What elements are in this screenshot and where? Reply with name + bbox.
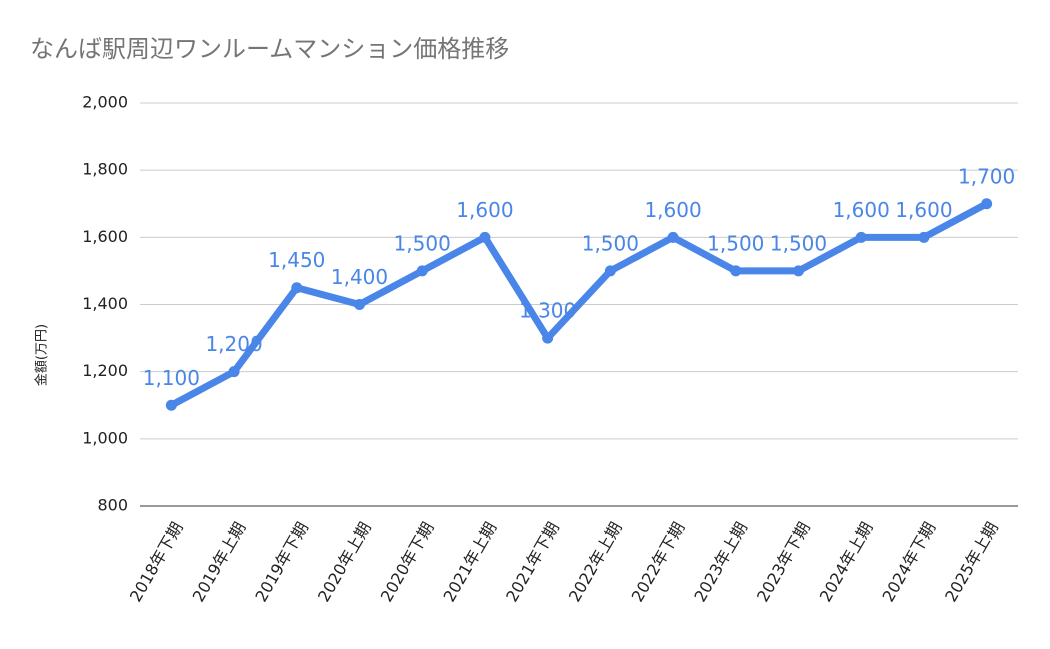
y-tick-label: 1,000: [82, 428, 128, 447]
point: [981, 198, 993, 210]
point: [479, 231, 491, 243]
x-tick-label: 2023年下期: [753, 519, 814, 605]
chart-title: なんば駅周辺ワンルームマンション価格推移: [30, 35, 509, 63]
data-label: 1,500: [582, 231, 639, 255]
point: [667, 231, 679, 243]
data-label: 1,500: [770, 231, 827, 255]
data-label: 1,300: [519, 299, 576, 323]
y-tick-label: 1,200: [82, 361, 128, 380]
x-tick-label: 2020年上期: [314, 519, 375, 605]
data-label: 1,600: [833, 198, 890, 222]
point: [354, 299, 365, 310]
x-tick-label: 2020年下期: [377, 519, 438, 605]
point: [165, 399, 177, 411]
y-tick-label: 1,800: [82, 160, 128, 179]
data-label: 1,600: [895, 198, 952, 222]
data-label: 1,450: [268, 248, 325, 272]
point: [918, 231, 930, 243]
data-label: 1,200: [205, 332, 262, 356]
y-tick-label: 1,400: [82, 294, 128, 313]
y-tick-label: 2,000: [82, 93, 128, 112]
x-tick-label: 2022年下期: [628, 519, 689, 605]
x-tick-label: 2023年上期: [690, 519, 751, 605]
x-tick-label: 2021年下期: [502, 519, 563, 605]
point: [604, 265, 616, 277]
point: [542, 332, 554, 344]
data-label: 1,700: [958, 164, 1015, 188]
line: [169, 200, 989, 409]
data-label: 1,600: [456, 198, 513, 222]
data-label: 1,600: [644, 198, 701, 222]
x-tick-label: 2021年上期: [439, 519, 500, 605]
x-tick-label: 2025年上期: [941, 519, 1002, 605]
point: [793, 265, 804, 277]
data-label: 1,100: [143, 366, 200, 390]
x-tick-label: 2024年上期: [816, 519, 877, 605]
y-tick-label: 1,600: [82, 227, 128, 246]
data-label: 1,400: [331, 265, 388, 289]
x-tick-label: 2019年下期: [251, 519, 312, 605]
x-tick-label: 2019年上期: [189, 519, 250, 605]
point: [730, 265, 742, 277]
point: [291, 282, 303, 294]
x-tick-label: 2024年下期: [878, 519, 939, 605]
data-label: 1,500: [707, 231, 764, 255]
point: [228, 366, 240, 378]
point: [416, 265, 428, 277]
y-axis-label: 金額(万円): [34, 324, 50, 386]
y-tick-label: 800: [97, 496, 128, 515]
x-tick-label: 2022年上期: [565, 519, 626, 605]
x-tick-label: 2018年下期: [126, 519, 187, 605]
point: [855, 231, 867, 243]
data-label: 1,500: [394, 231, 451, 255]
